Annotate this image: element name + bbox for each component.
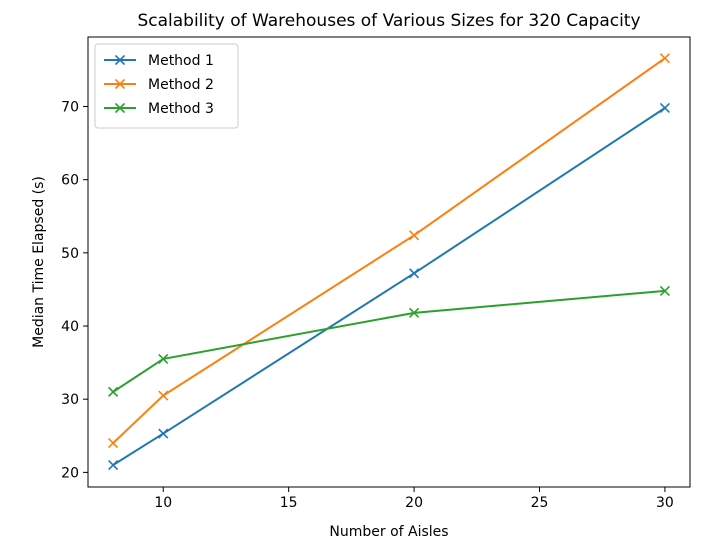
data-point: [114, 54, 126, 66]
series-line: [112, 57, 666, 444]
data-point: [108, 459, 119, 471]
legend-item: Method 2: [104, 77, 214, 93]
series-1: [108, 102, 670, 471]
data-point: [409, 230, 420, 241]
data-point: [158, 428, 169, 439]
data-point: [409, 307, 420, 318]
x-tick-label: 10: [154, 495, 172, 511]
axis-ticks: 10 15 20 25 30 20 30 40 50 60 70: [61, 100, 674, 511]
data-point: [158, 390, 169, 401]
y-tick-label: 50: [61, 246, 79, 262]
y-tick-label: 60: [61, 173, 79, 189]
data-point: [114, 78, 126, 90]
x-tick-label: 15: [280, 495, 298, 511]
legend-label: Method 2: [148, 77, 214, 93]
data-series: [108, 53, 670, 471]
series-line: [112, 289, 666, 393]
x-axis-label: Number of Aisles: [329, 524, 448, 540]
series-3: [108, 285, 670, 397]
y-axis-label: Median Time Elapsed (s): [31, 176, 47, 348]
data-point: [659, 53, 670, 64]
data-point: [108, 386, 119, 397]
y-tick-label: 30: [61, 392, 79, 408]
x-tick-label: 30: [656, 495, 674, 511]
data-point: [114, 102, 126, 114]
data-point: [659, 102, 670, 114]
data-point: [108, 438, 119, 449]
chart-title: Scalability of Warehouses of Various Siz…: [137, 11, 640, 31]
x-tick-label: 20: [405, 495, 423, 511]
series-2: [108, 53, 670, 449]
data-point: [409, 268, 420, 279]
legend-label: Method 1: [148, 53, 214, 69]
legend: Method 1 Method 2 Method 3: [94, 43, 239, 129]
y-tick-label: 40: [61, 319, 79, 335]
legend-item: Method 1: [104, 53, 214, 69]
series-line: [112, 107, 666, 466]
data-point: [659, 285, 670, 296]
y-tick-label: 70: [61, 100, 79, 116]
data-point: [158, 353, 169, 365]
x-tick-label: 25: [531, 495, 549, 511]
legend-item: Method 3: [104, 101, 214, 117]
legend-label: Method 3: [148, 101, 214, 117]
plot-area: [87, 36, 691, 488]
y-tick-label: 20: [61, 465, 79, 481]
